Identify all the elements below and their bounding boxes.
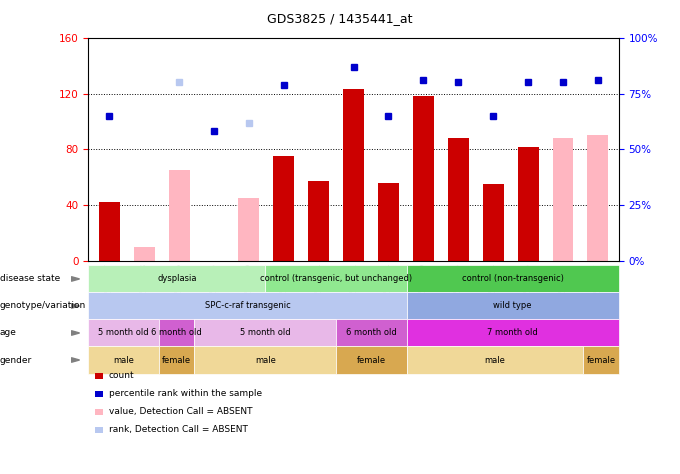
Text: SPC-c-raf transgenic: SPC-c-raf transgenic xyxy=(205,301,290,310)
Polygon shape xyxy=(71,304,80,308)
Bar xyxy=(134,247,155,261)
Bar xyxy=(448,138,469,261)
Bar xyxy=(413,96,434,261)
Text: wild type: wild type xyxy=(494,301,532,310)
Bar xyxy=(273,156,294,261)
Text: female: female xyxy=(357,356,386,365)
Bar xyxy=(552,138,573,261)
Bar xyxy=(343,90,364,261)
Text: male: male xyxy=(485,356,505,365)
Bar xyxy=(99,202,120,261)
Text: genotype/variation: genotype/variation xyxy=(0,301,86,310)
Bar xyxy=(169,170,190,261)
Text: percentile rank within the sample: percentile rank within the sample xyxy=(109,390,262,398)
Text: control (transgenic, but unchanged): control (transgenic, but unchanged) xyxy=(260,274,412,283)
Bar xyxy=(588,136,609,261)
Text: 6 month old: 6 month old xyxy=(152,328,202,337)
Bar xyxy=(517,146,539,261)
Text: male: male xyxy=(114,356,134,365)
Bar xyxy=(239,198,259,261)
Text: female: female xyxy=(163,356,191,365)
Text: count: count xyxy=(109,372,135,380)
Polygon shape xyxy=(71,277,80,281)
Text: disease state: disease state xyxy=(0,274,61,283)
Bar xyxy=(588,151,609,261)
Text: dysplasia: dysplasia xyxy=(157,274,197,283)
Text: 6 month old: 6 month old xyxy=(346,328,396,337)
Text: gender: gender xyxy=(0,356,32,365)
Polygon shape xyxy=(71,358,80,362)
Text: age: age xyxy=(0,328,17,337)
Text: 5 month old: 5 month old xyxy=(240,328,290,337)
Text: rank, Detection Call = ABSENT: rank, Detection Call = ABSENT xyxy=(109,426,248,434)
Bar xyxy=(483,184,504,261)
Bar xyxy=(308,182,329,261)
Text: male: male xyxy=(255,356,275,365)
Text: value, Detection Call = ABSENT: value, Detection Call = ABSENT xyxy=(109,408,252,416)
Text: control (non-transgenic): control (non-transgenic) xyxy=(462,274,564,283)
Text: 5 month old: 5 month old xyxy=(99,328,149,337)
Text: 7 month old: 7 month old xyxy=(488,328,538,337)
Bar xyxy=(378,182,399,261)
Bar xyxy=(169,200,190,261)
Text: female: female xyxy=(587,356,615,365)
Text: GDS3825 / 1435441_at: GDS3825 / 1435441_at xyxy=(267,12,413,25)
Polygon shape xyxy=(71,331,80,335)
